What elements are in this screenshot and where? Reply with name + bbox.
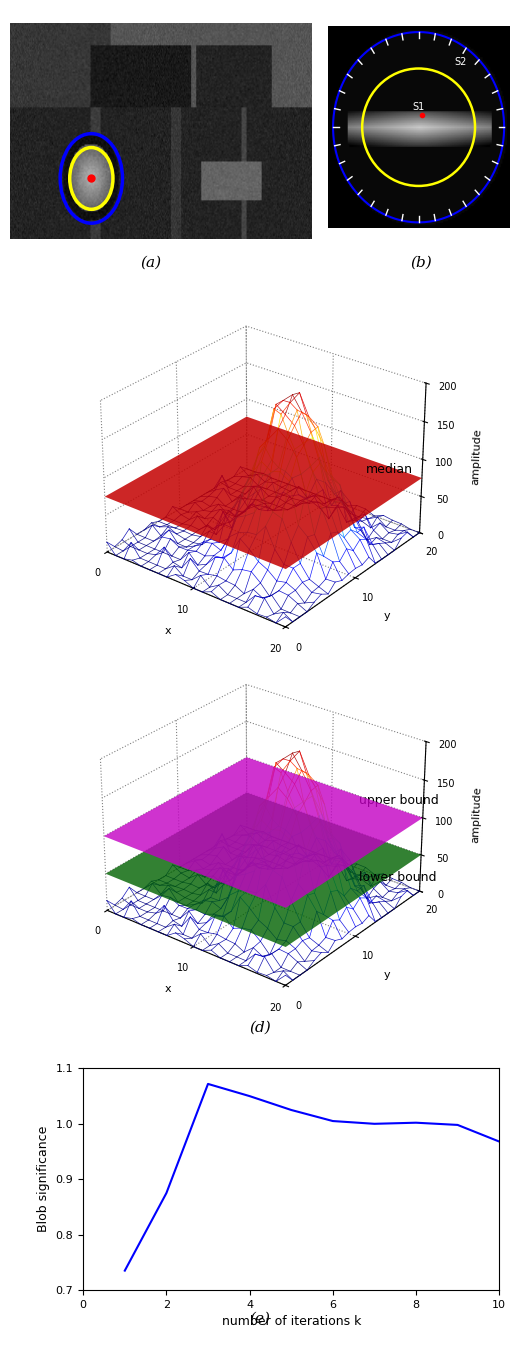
Text: lower bound: lower bound [359, 871, 436, 884]
Text: (a): (a) [140, 256, 161, 269]
Y-axis label: Blob significance: Blob significance [37, 1126, 50, 1233]
Y-axis label: y: y [384, 970, 391, 979]
Y-axis label: y: y [384, 611, 391, 621]
X-axis label: x: x [164, 985, 171, 995]
Text: (d): (d) [249, 1021, 271, 1036]
X-axis label: x: x [164, 627, 171, 636]
X-axis label: number of iterations k: number of iterations k [222, 1315, 361, 1328]
Text: median: median [366, 464, 413, 476]
Text: (c): (c) [250, 662, 270, 677]
Text: S2: S2 [454, 57, 466, 67]
Text: (b): (b) [410, 256, 432, 269]
Text: S1: S1 [412, 103, 425, 112]
Text: upper bound: upper bound [359, 793, 438, 807]
Text: (e): (e) [250, 1312, 270, 1326]
